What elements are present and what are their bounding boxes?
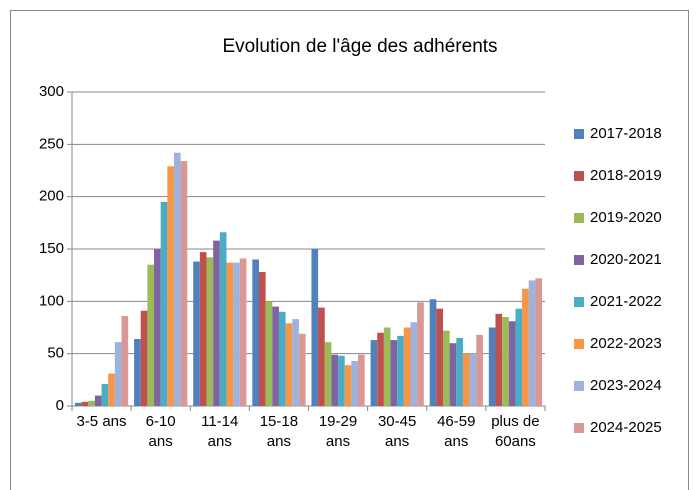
- bar: [331, 354, 339, 406]
- legend-swatch: [574, 213, 584, 223]
- bar: [114, 342, 122, 406]
- bar: [522, 288, 529, 406]
- bar: [476, 334, 483, 406]
- y-tick-label: 0: [56, 397, 64, 414]
- bar: [383, 327, 391, 406]
- y-tick-label: 50: [47, 345, 64, 362]
- x-tick-label: 19-29 ans: [318, 413, 358, 450]
- x-tick-label: 15-18 ans: [259, 413, 299, 450]
- x-tick-label: plus de 60ans: [491, 413, 540, 450]
- legend-label: 2019-2020: [590, 209, 662, 226]
- bar: [449, 343, 457, 406]
- bar: [397, 335, 404, 406]
- bar: [173, 152, 181, 406]
- bar: [429, 299, 437, 406]
- bar: [535, 278, 543, 406]
- legend-label: 2017-2018: [590, 125, 662, 142]
- x-tick-label: 11-14 ans: [201, 413, 239, 450]
- bar: [180, 161, 188, 406]
- bar: [318, 307, 325, 406]
- bar: [101, 384, 109, 406]
- bar: [278, 311, 286, 406]
- legend-swatch: [574, 171, 584, 181]
- bar: [239, 258, 247, 406]
- bar: [528, 280, 536, 406]
- legend-label: 2022-2023: [590, 335, 662, 352]
- x-tick-label: 6-10 ans: [145, 413, 176, 450]
- y-tick-label: 200: [39, 188, 64, 205]
- legend-label: 2020-2021: [590, 251, 662, 268]
- bar: [311, 249, 319, 406]
- bar: [456, 337, 463, 406]
- y-tick-label: 250: [39, 135, 64, 152]
- legend-swatch: [574, 381, 584, 391]
- y-tick-label: 100: [39, 292, 64, 309]
- bar: [219, 232, 227, 406]
- bar: [515, 308, 523, 406]
- y-tick-label: 150: [39, 240, 64, 257]
- bar: [154, 249, 161, 406]
- bar: [370, 340, 378, 406]
- bar: [502, 317, 509, 406]
- bar: [258, 272, 266, 406]
- bar: [462, 353, 470, 406]
- bar: [81, 401, 89, 406]
- bar: [495, 313, 503, 406]
- bar: [508, 321, 516, 406]
- bar: [358, 354, 365, 406]
- x-tick-label: 3-5 ans: [76, 413, 127, 430]
- bar: [206, 257, 214, 406]
- bar: [265, 301, 273, 406]
- bar: [488, 327, 496, 406]
- bar: [272, 306, 279, 406]
- bar: [88, 400, 95, 406]
- chart-border: [10, 10, 689, 490]
- bar: [410, 322, 418, 406]
- bar: [199, 252, 207, 406]
- bar: [285, 323, 293, 406]
- bar: [226, 262, 234, 406]
- x-tick-label: 46-59 ans: [437, 413, 476, 450]
- legend-swatch: [574, 129, 584, 139]
- bar: [377, 332, 384, 406]
- bar: [252, 259, 259, 406]
- bar: [390, 340, 398, 406]
- legend-swatch: [574, 297, 584, 307]
- bar: [417, 302, 424, 406]
- bar: [213, 240, 220, 406]
- bar: [193, 261, 200, 406]
- bar: [94, 395, 102, 406]
- bar: [140, 310, 148, 406]
- legend-label: 2021-2022: [590, 293, 662, 310]
- legend-label: 2018-2019: [590, 167, 662, 184]
- legend-label: 2024-2025: [590, 419, 662, 436]
- bar: [134, 339, 141, 406]
- bar: [298, 333, 306, 406]
- bar: [443, 330, 450, 406]
- bar: [167, 166, 174, 406]
- bar: [403, 327, 411, 406]
- bar: [121, 315, 129, 406]
- bar: [74, 402, 82, 406]
- bar: [338, 355, 345, 406]
- bar: [469, 353, 477, 406]
- bar: [344, 365, 352, 406]
- bar: [147, 264, 155, 406]
- legend-swatch: [574, 255, 584, 265]
- bar: [108, 373, 115, 406]
- bar: [324, 342, 332, 406]
- bar: [351, 360, 359, 406]
- legend-swatch: [574, 339, 584, 349]
- bar: [292, 319, 299, 406]
- y-tick-label: 300: [39, 83, 64, 100]
- bar: [233, 262, 240, 406]
- bar: [436, 308, 444, 406]
- legend-swatch: [574, 423, 584, 433]
- bar: [160, 201, 168, 406]
- chart-title: Evolution de l'âge des adhérents: [222, 36, 497, 57]
- legend-label: 2023-2024: [590, 377, 662, 394]
- x-tick-label: 30-45 ans: [377, 413, 417, 450]
